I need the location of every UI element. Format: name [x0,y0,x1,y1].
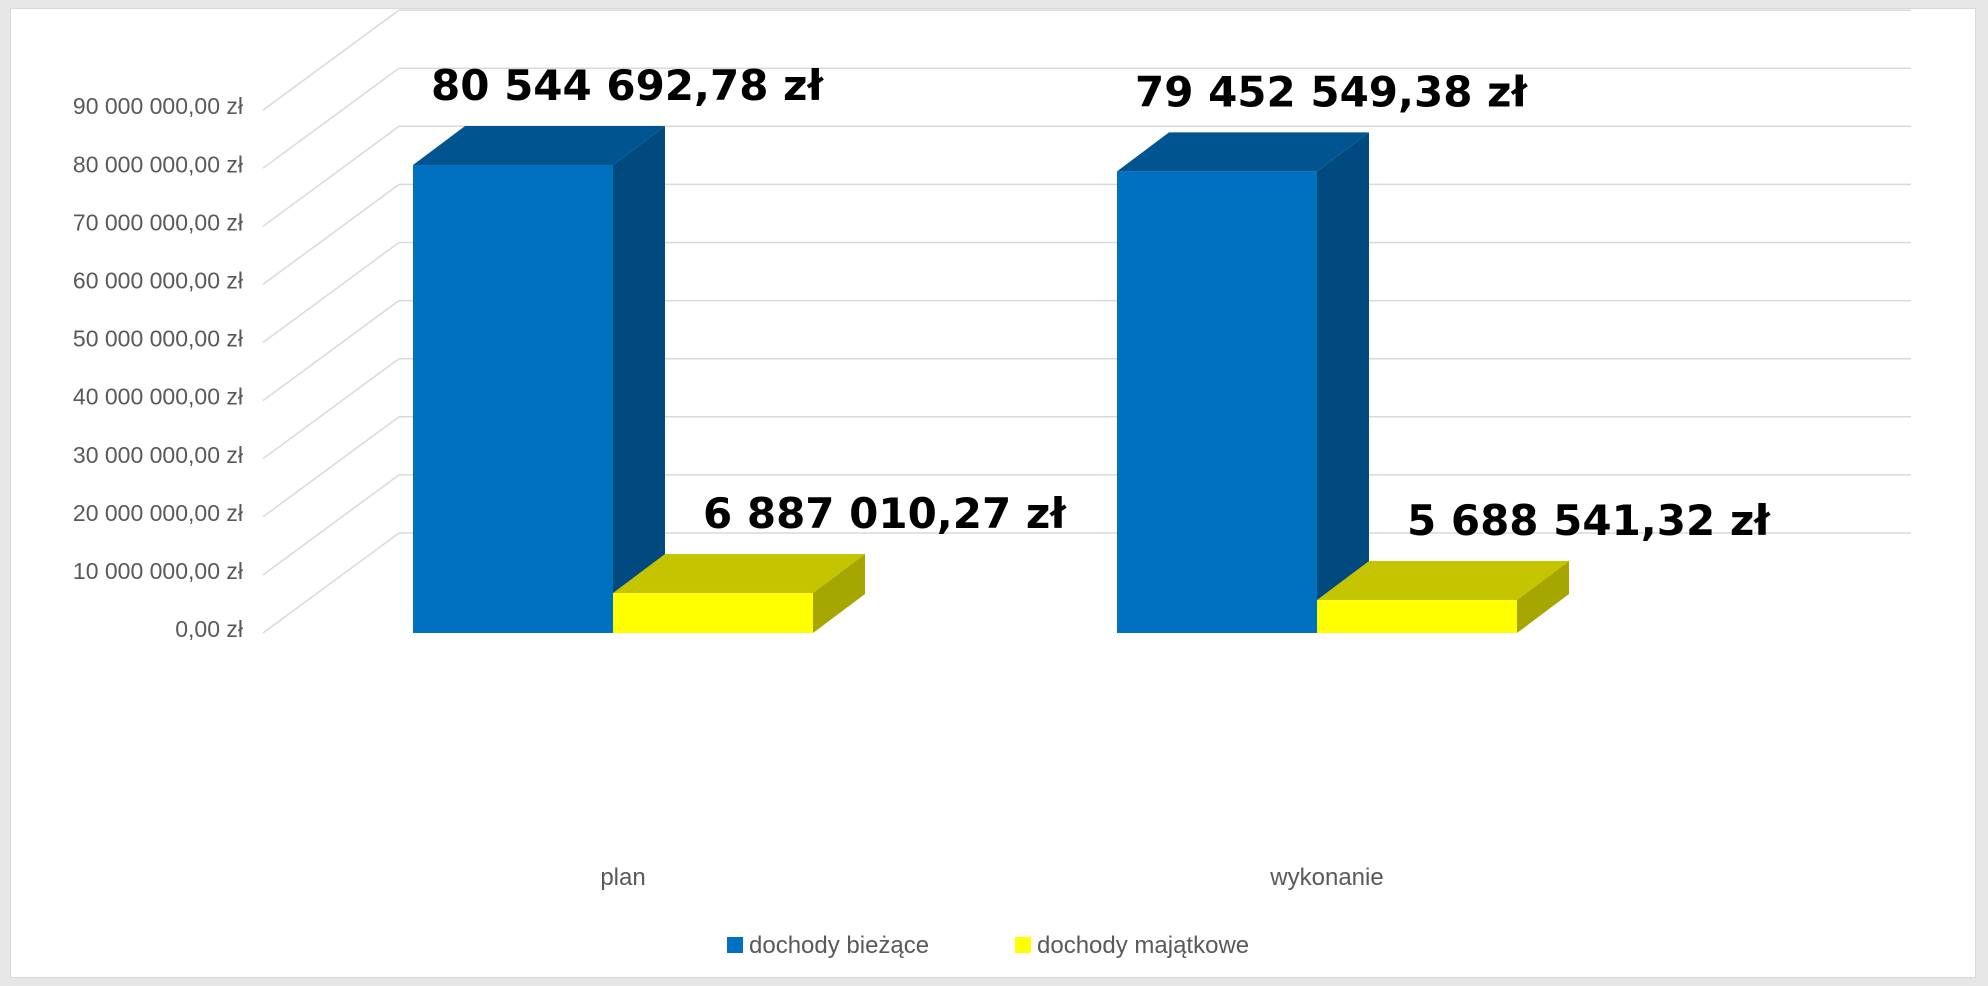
legend-swatch [1015,937,1031,953]
y-tick-label: 90 000 000,00 zł [73,93,243,119]
legend-label: dochody majątkowe [1037,932,1249,959]
category-labels: plan wykonanie [600,864,1383,891]
bar-side [1517,560,1569,633]
category-label: plan [600,864,645,891]
category-label: wykonanie [1269,864,1383,891]
bar-side [613,126,665,633]
y-tick-label: 50 000 000,00 zł [73,326,243,352]
side-gridline [262,416,400,518]
bars [413,126,1569,634]
data-label: 79 452 549,38 zł [1135,67,1529,116]
side-gridline [262,9,400,111]
y-tick-label: 30 000 000,00 zł [73,442,243,468]
legend-swatch [727,937,743,953]
y-tick-label: 70 000 000,00 zł [73,209,243,235]
side-gridline [262,67,400,169]
y-tick-label: 60 000 000,00 zł [73,267,243,293]
y-axis-tick-labels: 0,00 zł 10 000 000,00 zł 20 000 000,00 zł 3… [73,93,243,642]
legend: dochody bieżące dochody majątkowe [727,932,1249,959]
side-gridline [262,183,400,286]
side-gridline [262,125,400,227]
side-gridline [262,358,400,460]
bar-top [613,553,865,593]
data-label: 5 688 541,32 zł [1407,496,1771,545]
y-tick-label: 40 000 000,00 zł [73,384,243,410]
y-tick-label: 10 000 000,00 zł [73,558,243,584]
bar-side [1317,132,1369,634]
y-tick-label: 0,00 zł [175,616,243,642]
side-gridline [262,241,400,344]
y-tick-label: 20 000 000,00 zł [73,500,243,526]
data-label: 6 887 010,27 zł [703,489,1067,538]
bar-top [413,126,665,166]
bar-front [1117,171,1317,634]
bar-front [413,165,613,633]
bar-front [613,592,813,633]
chart-canvas: 0,00 zł 10 000 000,00 zł 20 000 000,00 zł 3… [73,9,1911,959]
bar-top [1117,132,1369,172]
data-labels: 80 544 692,78 zł 6 887 010,27 zł 79 452 54… [431,61,1771,545]
side-gridline [262,474,400,576]
bar-side [813,553,865,633]
data-label: 80 544 692,78 zł [431,61,825,110]
legend-label: dochody bieżące [749,932,929,959]
y-tick-label: 80 000 000,00 zł [73,151,243,177]
side-gridline [262,299,400,402]
bar-top [1317,560,1569,600]
side-gridline [262,532,400,634]
chart-area: 0,00 zł 10 000 000,00 zł 20 000 000,00 zł 3… [10,8,1976,978]
bar-front [1317,599,1517,633]
